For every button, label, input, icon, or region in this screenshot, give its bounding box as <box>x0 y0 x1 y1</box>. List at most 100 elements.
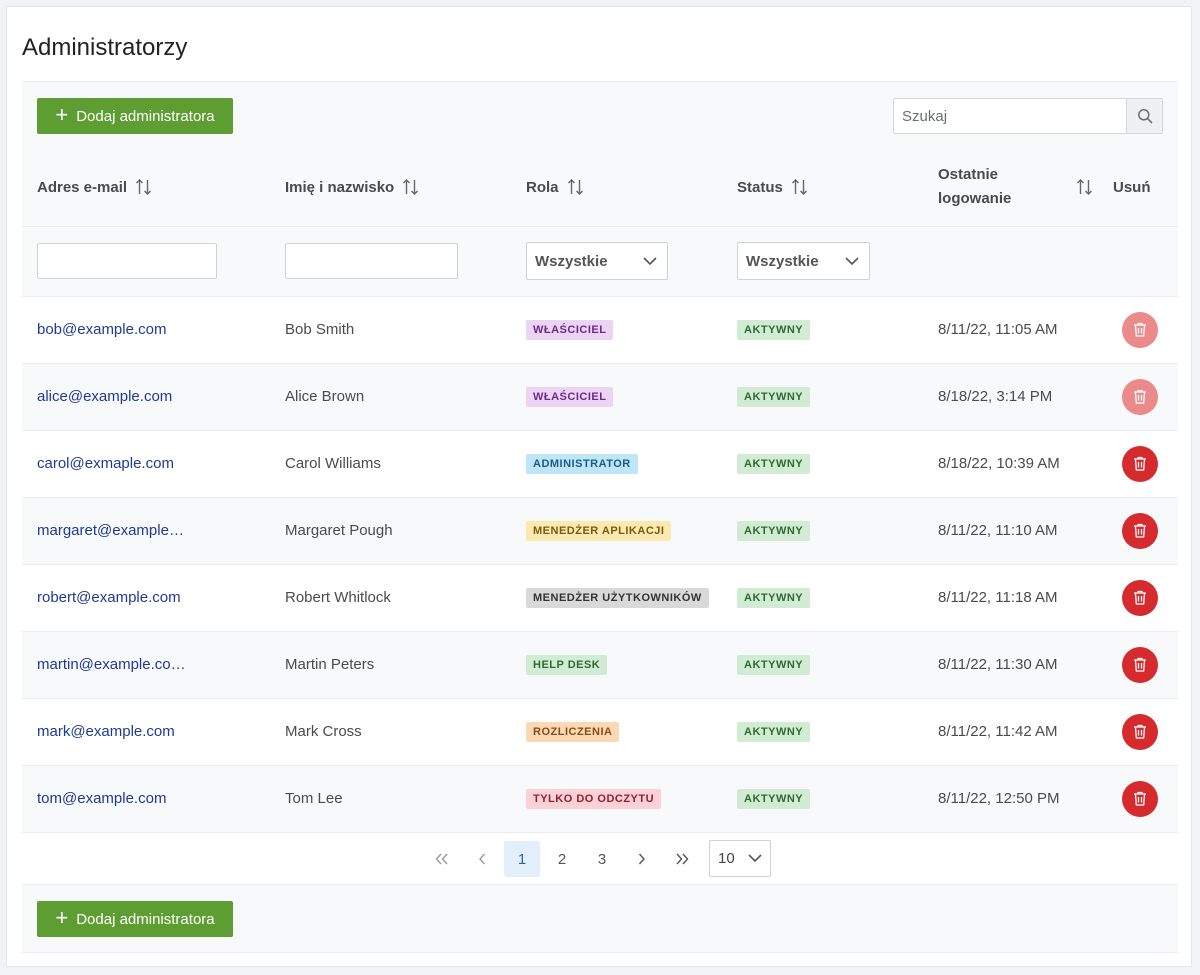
status-badge: AKTYWNY <box>737 587 811 608</box>
sort-icon[interactable] <box>135 178 152 196</box>
column-status-label: Status <box>737 178 783 196</box>
search-button[interactable] <box>1126 99 1162 133</box>
trash-icon <box>1132 455 1148 472</box>
email-filter-input[interactable] <box>37 243 217 279</box>
first-page-button[interactable] <box>424 841 460 877</box>
column-header-delete: Usuń <box>1103 149 1178 227</box>
column-header-status[interactable]: Status <box>722 149 923 227</box>
page-button-1[interactable]: 1 <box>504 841 540 877</box>
sort-icon[interactable] <box>1076 178 1093 196</box>
cell-name: Margaret Pough <box>270 497 511 564</box>
delete-button[interactable] <box>1122 445 1158 482</box>
delete-button[interactable] <box>1122 512 1158 549</box>
search-box <box>893 98 1163 134</box>
column-header-email[interactable]: Adres e-mail <box>22 149 270 227</box>
search-input[interactable] <box>894 99 1126 133</box>
cell-name: Bob Smith <box>270 296 511 363</box>
cell-role: WŁAŚCICIEL <box>511 363 722 430</box>
cell-delete <box>1103 363 1178 430</box>
delete-button[interactable] <box>1122 378 1158 415</box>
email-link[interactable]: martin@example.co… <box>37 656 186 673</box>
column-name-label: Imię i nazwisko <box>285 178 395 196</box>
next-page-button[interactable] <box>624 841 660 877</box>
column-header-role[interactable]: Rola <box>511 149 722 227</box>
column-header-last-login[interactable]: Ostatnie logowanie <box>923 149 1103 227</box>
email-link[interactable]: mark@example.com <box>37 723 175 740</box>
role-badge: MENEDŻER UŻYTKOWNIKÓW <box>526 587 709 608</box>
last-login-value: 8/11/22, 11:42 AM <box>938 723 1058 740</box>
cell-email: margaret@example… <box>22 497 270 564</box>
cell-last-login: 8/18/22, 3:14 PM <box>923 363 1103 430</box>
cell-role: MENEDŻER UŻYTKOWNIKÓW <box>511 564 722 631</box>
cell-last-login: 8/11/22, 11:10 AM <box>923 497 1103 564</box>
email-link[interactable]: bob@example.com <box>37 321 167 338</box>
double-chevron-right-icon <box>676 853 689 865</box>
cell-role: HELP DESK <box>511 631 722 698</box>
admin-table: Adres e-mail Imię i nazwisko Rola Status <box>22 149 1178 833</box>
column-header-name[interactable]: Imię i nazwisko <box>270 149 511 227</box>
role-badge: WŁAŚCICIEL <box>526 319 614 340</box>
column-last-login-label: Ostatnie logowanie <box>938 166 1012 208</box>
delete-button[interactable] <box>1122 713 1158 750</box>
status-badge: AKTYWNY <box>737 520 811 541</box>
name-filter-input[interactable] <box>285 243 458 279</box>
user-name: Alice Brown <box>285 388 365 405</box>
prev-page-button[interactable] <box>464 841 500 877</box>
delete-button[interactable] <box>1122 780 1158 817</box>
cell-name: Robert Whitlock <box>270 564 511 631</box>
sort-icon[interactable] <box>791 178 808 196</box>
status-badge: AKTYWNY <box>737 721 811 742</box>
cell-last-login: 8/18/22, 10:39 AM <box>923 430 1103 497</box>
page-button-3[interactable]: 3 <box>584 841 620 877</box>
delete-button[interactable] <box>1122 646 1158 683</box>
cell-role: ROZLICZENIA <box>511 698 722 765</box>
status-badge: AKTYWNY <box>737 788 811 809</box>
last-login-value: 8/11/22, 12:50 PM <box>938 790 1060 807</box>
status-filter-select[interactable]: Wszystkie <box>737 242 870 280</box>
page-size-select[interactable]: 10 <box>709 840 771 877</box>
trash-icon <box>1132 321 1148 338</box>
trash-icon <box>1132 388 1148 405</box>
delete-button[interactable] <box>1122 311 1158 348</box>
sort-icon[interactable] <box>567 178 584 196</box>
cell-name: Alice Brown <box>270 363 511 430</box>
cell-status: AKTYWNY <box>722 765 923 832</box>
email-link[interactable]: alice@example.com <box>37 388 173 405</box>
page-button-2[interactable]: 2 <box>544 841 580 877</box>
email-link[interactable]: tom@example.com <box>37 790 167 807</box>
role-filter-select[interactable]: Wszystkie <box>526 242 668 280</box>
cell-last-login: 8/11/22, 11:30 AM <box>923 631 1103 698</box>
pagination: 1 2 3 10 <box>22 829 1178 885</box>
last-page-button[interactable] <box>664 841 700 877</box>
user-name: Mark Cross <box>285 723 362 740</box>
page-size-value: 10 <box>718 850 735 867</box>
email-link[interactable]: robert@example.com <box>37 589 181 606</box>
sort-icon[interactable] <box>402 178 419 196</box>
cell-status: AKTYWNY <box>722 564 923 631</box>
table-row: bob@example.com Bob Smith WŁAŚCICIEL AKTYWN… <box>22 296 1178 363</box>
role-badge: WŁAŚCICIEL <box>526 386 614 407</box>
page-title: Administratorzy <box>22 34 188 61</box>
table-row: robert@example.com Robert Whitlock MENEDŻE… <box>22 564 1178 631</box>
last-login-value: 8/11/22, 11:05 AM <box>938 321 1058 338</box>
column-email-label: Adres e-mail <box>37 178 128 196</box>
cell-last-login: 8/11/22, 11:18 AM <box>923 564 1103 631</box>
email-link[interactable]: margaret@example… <box>37 522 184 539</box>
status-badge: AKTYWNY <box>737 386 811 407</box>
toolbar: + Dodaj administratora <box>22 81 1178 149</box>
cell-delete <box>1103 698 1178 765</box>
delete-button[interactable] <box>1122 579 1158 616</box>
status-filter-value: Wszystkie <box>746 252 819 270</box>
add-admin-button-bottom[interactable]: + Dodaj administratora <box>37 901 233 937</box>
add-admin-button[interactable]: + Dodaj administratora <box>37 98 233 134</box>
table-row: mark@example.com Mark Cross ROZLICZENIA AKT… <box>22 698 1178 765</box>
chevron-left-icon <box>479 853 486 865</box>
last-login-value: 8/11/22, 11:18 AM <box>938 589 1058 606</box>
last-login-value: 8/18/22, 10:39 AM <box>938 455 1060 472</box>
admin-panel: Administratorzy + Dodaj administratora A… <box>6 6 1192 967</box>
user-name: Carol Williams <box>285 455 381 472</box>
email-link[interactable]: carol@exmaple.com <box>37 455 174 472</box>
cell-name: Carol Williams <box>270 430 511 497</box>
last-login-value: 8/11/22, 11:10 AM <box>938 522 1058 539</box>
cell-delete <box>1103 631 1178 698</box>
